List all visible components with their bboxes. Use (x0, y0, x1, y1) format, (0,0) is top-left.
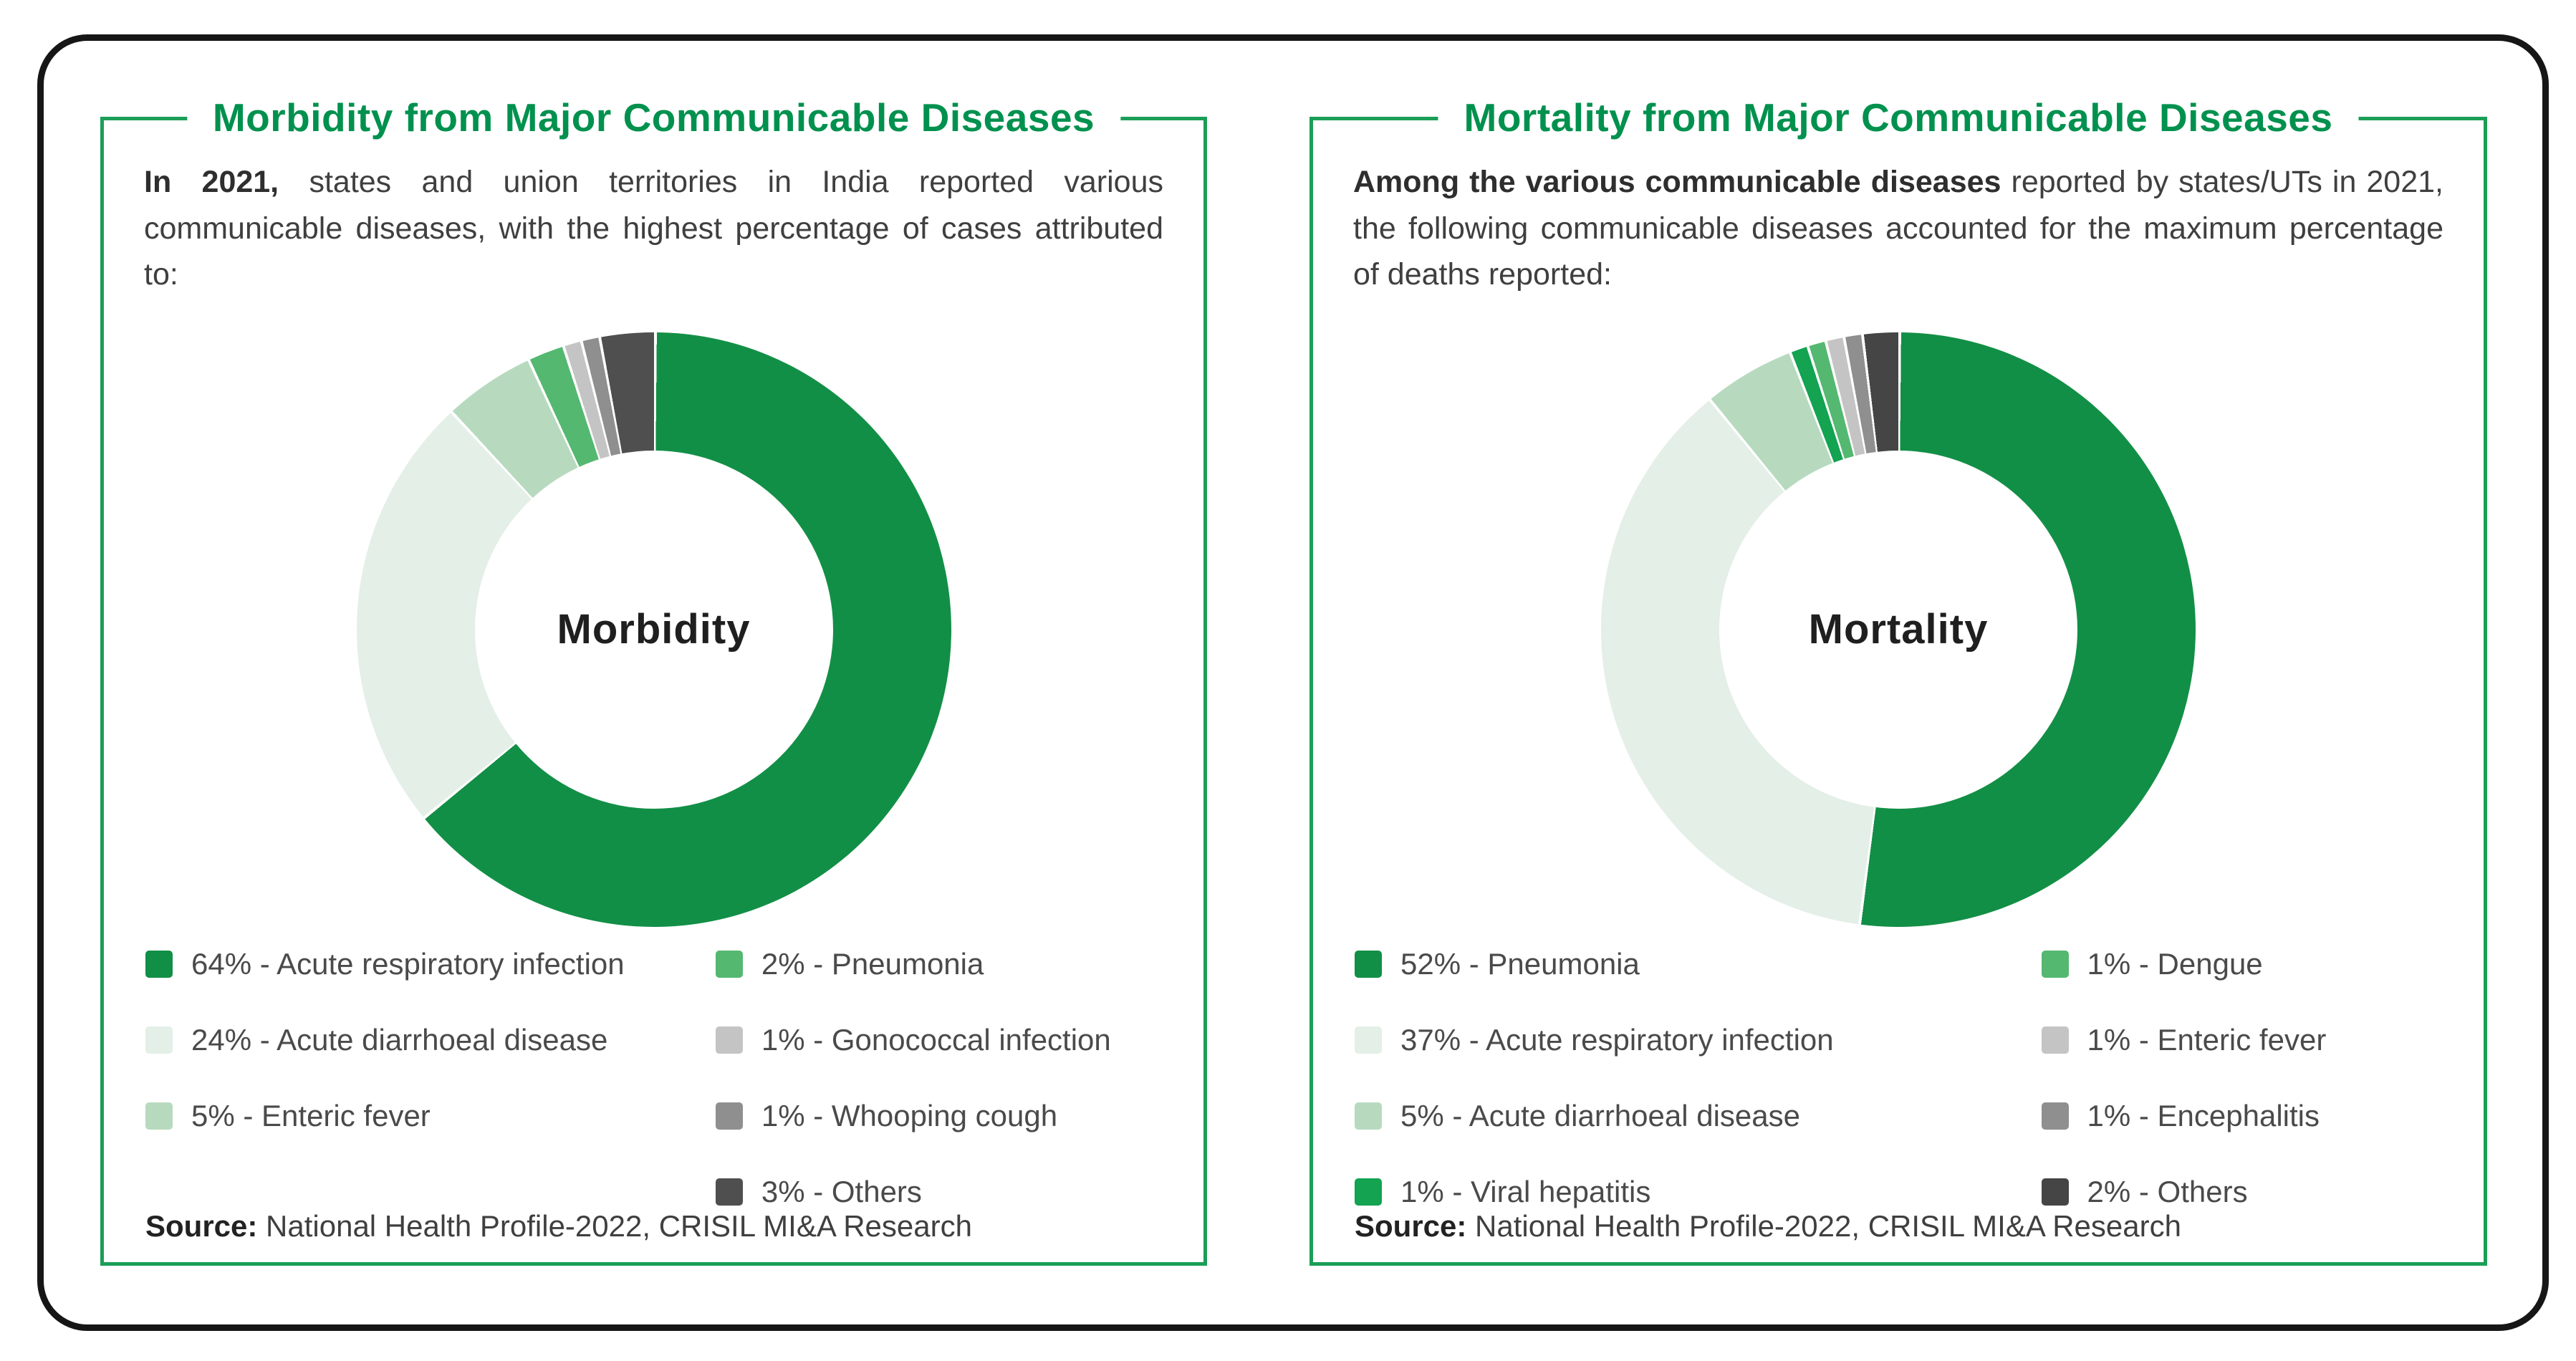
morbidity-legend: 64% - Acute respiratory infection 24% - A… (145, 947, 1182, 1209)
mortality-legend: 52% - Pneumonia 37% - Acute respiratory i… (1355, 947, 2462, 1209)
legend-color-chip (2041, 950, 2069, 978)
legend-color-chip (1355, 1178, 1382, 1206)
legend-color-chip (1355, 1026, 1382, 1054)
legend-color-chip (715, 1026, 743, 1054)
mortality-legend-column-2: 1% - Dengue 1% - Enteric fever 1% - Enceph… (2041, 946, 2462, 1209)
legend-item: 1% - Dengue (2041, 946, 2462, 981)
morbidity-source-note: Source: National Health Profile-2022, CR… (145, 1209, 972, 1244)
legend-label: 5% - Enteric fever (191, 1098, 431, 1132)
legend-label: 1% - Whooping cough (761, 1098, 1058, 1132)
legend-color-chip (715, 1102, 743, 1130)
legend-label: 24% - Acute diarrhoeal disease (191, 1022, 608, 1057)
legend-color-chip (2041, 1026, 2069, 1054)
mortality-donut-hole: Mortality (1719, 450, 2077, 809)
mortality-donut-chart: Mortality (1601, 332, 2196, 927)
legend-label: 5% - Acute diarrhoeal disease (1400, 1098, 1800, 1132)
morbidity-panel: Morbidity from Major Communicable Diseas… (100, 95, 1207, 1266)
legend-label: 2% - Others (2087, 1174, 2248, 1208)
legend-label: 64% - Acute respiratory infection (191, 946, 625, 981)
legend-item: 2% - Pneumonia (715, 946, 1182, 981)
legend-color-chip (1355, 1102, 1382, 1130)
legend-color-chip (145, 950, 173, 978)
legend-item: 1% - Gonococcal infection (715, 1022, 1182, 1057)
legend-item: 1% - Encephalitis (2041, 1098, 2462, 1133)
legend-item: 1% - Enteric fever (2041, 1022, 2462, 1057)
morbidity-intro-rest: states and union territories in India re… (144, 165, 1163, 292)
source-label: Source: (1355, 1209, 1467, 1243)
morbidity-panel-title: Morbidity from Major Communicable Diseas… (186, 95, 1121, 141)
legend-color-chip (2041, 1178, 2069, 1206)
legend-item: 24% - Acute diarrhoeal disease (145, 1023, 716, 1057)
morbidity-legend-column-2: 2% - Pneumonia 1% - Gonococcal infection 1… (715, 946, 1182, 1209)
mortality-source-note: Source: National Health Profile-2022, CR… (1355, 1209, 2181, 1244)
legend-item: 5% - Enteric fever (145, 1099, 716, 1133)
legend-item: 1% - Viral hepatitis (1355, 1175, 2042, 1209)
source-text: National Health Profile-2022, CRISIL MI&… (1466, 1209, 2181, 1243)
mortality-intro-rest: reported by states/UTs in 2021, the foll… (1353, 165, 2443, 292)
morbidity-legend-column-1: 64% - Acute respiratory infection 24% - A… (145, 947, 716, 1209)
legend-label: 1% - Encephalitis (2087, 1098, 2320, 1132)
legend-label: 1% - Dengue (2087, 946, 2263, 981)
legend-color-chip (2041, 1102, 2069, 1130)
legend-color-chip (715, 950, 743, 978)
legend-label: 52% - Pneumonia (1400, 946, 1640, 981)
legend-item: 5% - Acute diarrhoeal disease (1355, 1099, 2042, 1133)
source-label: Source: (145, 1209, 258, 1243)
legend-item: 37% - Acute respiratory infection (1355, 1023, 2042, 1057)
morbidity-intro-lead: In 2021, (144, 165, 279, 199)
mortality-legend-column-1: 52% - Pneumonia 37% - Acute respiratory i… (1355, 947, 2042, 1209)
legend-item: 64% - Acute respiratory infection (145, 947, 716, 981)
mortality-panel: Mortality from Major Communicable Diseas… (1309, 95, 2487, 1266)
legend-color-chip (145, 1026, 173, 1054)
mortality-center-label: Mortality (1808, 606, 1989, 653)
legend-color-chip (715, 1178, 743, 1206)
morbidity-donut-hole: Morbidity (474, 450, 833, 809)
legend-label: 1% - Gonococcal infection (761, 1022, 1111, 1057)
legend-item: 3% - Others (715, 1174, 1182, 1209)
morbidity-center-label: Morbidity (557, 606, 751, 653)
source-text: National Health Profile-2022, CRISIL MI&… (257, 1209, 972, 1243)
legend-color-chip (1355, 950, 1382, 978)
mortality-intro-lead: Among the various communicable diseases (1353, 165, 2001, 199)
legend-label: 37% - Acute respiratory infection (1400, 1022, 1834, 1057)
legend-label: 1% - Enteric fever (2087, 1022, 2327, 1057)
mortality-panel-title: Mortality from Major Communicable Diseas… (1438, 95, 2359, 141)
legend-item: 52% - Pneumonia (1355, 947, 2042, 981)
legend-label: 1% - Viral hepatitis (1400, 1174, 1651, 1208)
legend-label: 3% - Others (761, 1174, 922, 1208)
legend-color-chip (145, 1102, 173, 1130)
morbidity-intro-text: In 2021, states and union territories in… (144, 159, 1163, 298)
mortality-intro-text: Among the various communicable diseases … (1353, 159, 2443, 298)
legend-label: 2% - Pneumonia (761, 946, 984, 981)
legend-item: 1% - Whooping cough (715, 1098, 1182, 1133)
legend-item: 2% - Others (2041, 1174, 2462, 1209)
morbidity-donut-chart: Morbidity (356, 332, 951, 927)
